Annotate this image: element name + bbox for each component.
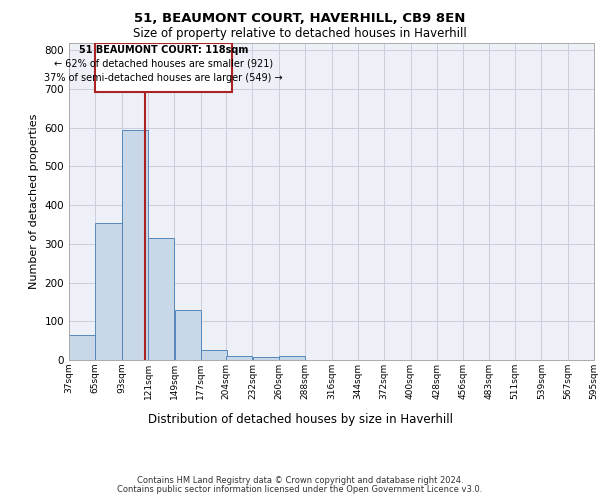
Text: ← 62% of detached houses are smaller (921): ← 62% of detached houses are smaller (92… [54,59,273,69]
Text: 51, BEAUMONT COURT, HAVERHILL, CB9 8EN: 51, BEAUMONT COURT, HAVERHILL, CB9 8EN [134,12,466,26]
Text: 51 BEAUMONT COURT: 118sqm: 51 BEAUMONT COURT: 118sqm [79,45,248,55]
Bar [69,335,95,360]
Bar [175,310,200,360]
Bar [122,130,148,360]
Bar [95,222,122,360]
Text: Distribution of detached houses by size in Haverhill: Distribution of detached houses by size … [148,412,452,426]
Text: 37% of semi-detached houses are larger (549) →: 37% of semi-detached houses are larger (… [44,73,283,83]
Text: Size of property relative to detached houses in Haverhill: Size of property relative to detached ho… [133,28,467,40]
Text: Contains public sector information licensed under the Open Government Licence v3: Contains public sector information licen… [118,485,482,494]
Text: Contains HM Land Registry data © Crown copyright and database right 2024.: Contains HM Land Registry data © Crown c… [137,476,463,485]
Bar [279,356,305,360]
Bar [201,350,227,360]
Y-axis label: Number of detached properties: Number of detached properties [29,114,39,289]
Bar [226,356,253,360]
Bar [253,357,278,360]
FancyBboxPatch shape [95,42,232,92]
Bar [148,238,174,360]
